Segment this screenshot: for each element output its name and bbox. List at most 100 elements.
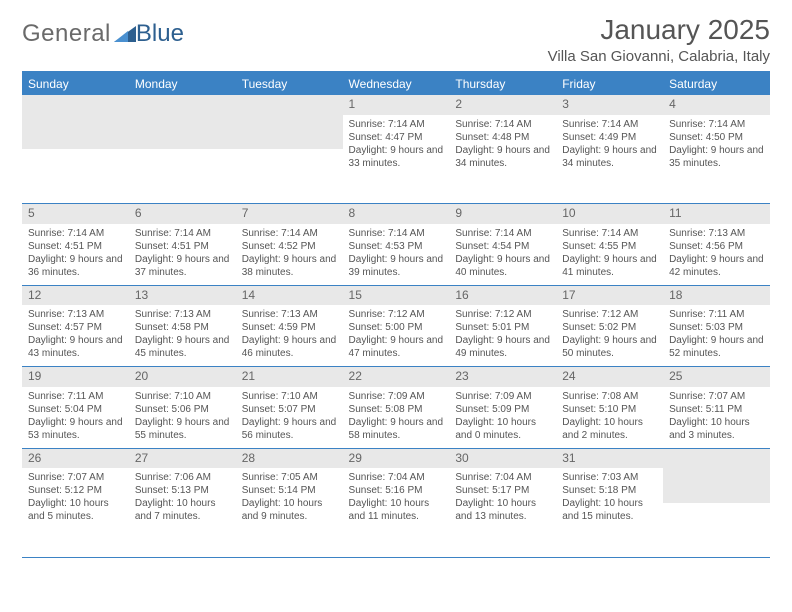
logo: General Blue [22,14,184,48]
day-body: Sunrise: 7:09 AMSunset: 5:08 PMDaylight:… [343,387,450,448]
day-body: Sunrise: 7:11 AMSunset: 5:04 PMDaylight:… [22,387,129,448]
day-body: Sunrise: 7:12 AMSunset: 5:02 PMDaylight:… [556,305,663,366]
sunset-line: Sunset: 5:11 PM [669,403,764,416]
daylight-line: Daylight: 9 hours and 39 minutes. [349,253,444,279]
sunrise-line: Sunrise: 7:14 AM [349,118,444,131]
day-number: 14 [236,286,343,306]
sunrise-line: Sunrise: 7:14 AM [28,227,123,240]
weekday-header: Tuesday [236,73,343,95]
calendar-body: 1Sunrise: 7:14 AMSunset: 4:47 PMDaylight… [22,95,770,557]
calendar-cell: 2Sunrise: 7:14 AMSunset: 4:48 PMDaylight… [449,95,556,204]
day-number: 11 [663,204,770,224]
sunset-line: Sunset: 4:48 PM [455,131,550,144]
day-number: 28 [236,449,343,469]
daylight-line: Daylight: 10 hours and 0 minutes. [455,416,550,442]
calendar-cell: 31Sunrise: 7:03 AMSunset: 5:18 PMDayligh… [556,448,663,557]
daylight-line: Daylight: 9 hours and 34 minutes. [562,144,657,170]
logo-text-blue: Blue [136,20,184,48]
day-body: Sunrise: 7:13 AMSunset: 4:56 PMDaylight:… [663,224,770,285]
sunrise-line: Sunrise: 7:13 AM [28,308,123,321]
day-body: Sunrise: 7:10 AMSunset: 5:06 PMDaylight:… [129,387,236,448]
daylight-line: Daylight: 9 hours and 35 minutes. [669,144,764,170]
daylight-line: Daylight: 9 hours and 52 minutes. [669,334,764,360]
sunrise-line: Sunrise: 7:12 AM [562,308,657,321]
calendar-cell: 15Sunrise: 7:12 AMSunset: 5:00 PMDayligh… [343,285,450,367]
day-body: Sunrise: 7:12 AMSunset: 5:01 PMDaylight:… [449,305,556,366]
day-body: Sunrise: 7:14 AMSunset: 4:53 PMDaylight:… [343,224,450,285]
day-number: 2 [449,95,556,115]
day-body: Sunrise: 7:10 AMSunset: 5:07 PMDaylight:… [236,387,343,448]
calendar-cell: 17Sunrise: 7:12 AMSunset: 5:02 PMDayligh… [556,285,663,367]
daylight-line: Daylight: 9 hours and 37 minutes. [135,253,230,279]
day-number-blank [22,95,129,149]
day-number: 1 [343,95,450,115]
day-number: 30 [449,449,556,469]
day-body: Sunrise: 7:14 AMSunset: 4:54 PMDaylight:… [449,224,556,285]
calendar-cell: 27Sunrise: 7:06 AMSunset: 5:13 PMDayligh… [129,448,236,557]
daylight-line: Daylight: 10 hours and 3 minutes. [669,416,764,442]
calendar-cell: 18 Sunrise: 7:11 AMSunset: 5:03 PMDayligh… [663,285,770,367]
sunrise-line: Sunrise: 7:14 AM [242,227,337,240]
sunrise-line: Sunrise: 7:14 AM [562,227,657,240]
calendar-cell: 29Sunrise: 7:04 AMSunset: 5:16 PMDayligh… [343,448,450,557]
day-number: 9 [449,204,556,224]
sunset-line: Sunset: 5:14 PM [242,484,337,497]
weekday-header: Wednesday [343,73,450,95]
day-body-blank [22,149,129,203]
weekday-header: Saturday [663,73,770,95]
sunset-line: Sunset: 5:18 PM [562,484,657,497]
weekday-header: Monday [129,73,236,95]
daylight-line: Daylight: 9 hours and 38 minutes. [242,253,337,279]
day-number: 16 [449,286,556,306]
calendar-cell: 22Sunrise: 7:09 AMSunset: 5:08 PMDayligh… [343,367,450,449]
calendar-cell: 12Sunrise: 7:13 AMSunset: 4:57 PMDayligh… [22,285,129,367]
sunset-line: Sunset: 5:00 PM [349,321,444,334]
day-number: 6 [129,204,236,224]
calendar-cell: 20Sunrise: 7:10 AMSunset: 5:06 PMDayligh… [129,367,236,449]
day-body: Sunrise: 7:13 AMSunset: 4:59 PMDaylight:… [236,305,343,366]
calendar-row: 19Sunrise: 7:11 AMSunset: 5:04 PMDayligh… [22,367,770,449]
daylight-line: Daylight: 9 hours and 43 minutes. [28,334,123,360]
sunrise-line: Sunrise: 7:14 AM [135,227,230,240]
day-number: 26 [22,449,129,469]
sunrise-line: Sunrise: 7:13 AM [135,308,230,321]
daylight-line: Daylight: 9 hours and 33 minutes. [349,144,444,170]
day-number: 17 [556,286,663,306]
calendar-cell: 14Sunrise: 7:13 AMSunset: 4:59 PMDayligh… [236,285,343,367]
daylight-line: Daylight: 9 hours and 42 minutes. [669,253,764,279]
location-subtitle: Villa San Giovanni, Calabria, Italy [548,48,770,65]
sunrise-line: Sunrise: 7:07 AM [28,471,123,484]
calendar-cell: 28Sunrise: 7:05 AMSunset: 5:14 PMDayligh… [236,448,343,557]
logo-text-general: General [22,20,111,48]
sunrise-line: Sunrise: 7:04 AM [349,471,444,484]
sunset-line: Sunset: 5:09 PM [455,403,550,416]
day-body: Sunrise: 7:07 AMSunset: 5:11 PMDaylight:… [663,387,770,448]
sunset-line: Sunset: 4:53 PM [349,240,444,253]
calendar-row: 5Sunrise: 7:14 AMSunset: 4:51 PMDaylight… [22,204,770,286]
day-body: Sunrise: 7:04 AMSunset: 5:17 PMDaylight:… [449,468,556,529]
weekday-header: Friday [556,73,663,95]
day-number: 20 [129,367,236,387]
daylight-line: Daylight: 10 hours and 15 minutes. [562,497,657,523]
day-body: Sunrise: 7:14 AMSunset: 4:52 PMDaylight:… [236,224,343,285]
sunset-line: Sunset: 4:55 PM [562,240,657,253]
day-number: 3 [556,95,663,115]
day-body-blank [663,503,770,557]
calendar-cell: 10Sunrise: 7:14 AMSunset: 4:55 PMDayligh… [556,204,663,286]
sunrise-line: Sunrise: 7:09 AM [349,390,444,403]
sunrise-line: Sunrise: 7:11 AM [669,308,764,321]
sunrise-line: Sunrise: 7:03 AM [562,471,657,484]
sunset-line: Sunset: 5:06 PM [135,403,230,416]
calendar-cell: 3Sunrise: 7:14 AMSunset: 4:49 PMDaylight… [556,95,663,204]
day-body: Sunrise: 7:14 AMSunset: 4:49 PMDaylight:… [556,115,663,176]
day-body: Sunrise: 7:06 AMSunset: 5:13 PMDaylight:… [129,468,236,529]
day-number: 15 [343,286,450,306]
sunset-line: Sunset: 5:03 PM [669,321,764,334]
daylight-line: Daylight: 9 hours and 55 minutes. [135,416,230,442]
calendar-cell: 23Sunrise: 7:09 AMSunset: 5:09 PMDayligh… [449,367,556,449]
day-number: 18 [663,286,770,306]
daylight-line: Daylight: 9 hours and 46 minutes. [242,334,337,360]
sunrise-line: Sunrise: 7:09 AM [455,390,550,403]
day-number: 29 [343,449,450,469]
day-number: 22 [343,367,450,387]
